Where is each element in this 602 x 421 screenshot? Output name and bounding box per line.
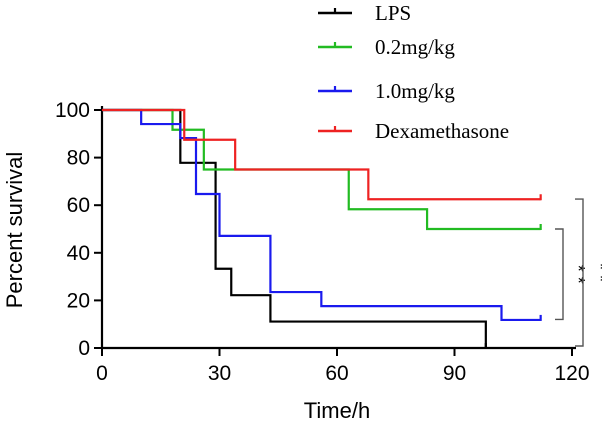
significance-label-0: * *	[568, 265, 588, 284]
y-axis-title: Percent survival	[2, 152, 27, 309]
y-tick-label-60: 60	[67, 194, 90, 217]
legend-label-0: LPS	[375, 1, 411, 25]
legend: LPS 0.2mg/kg 1.0mg/kg Dexamethasone	[318, 1, 509, 143]
series-line-3	[102, 108, 541, 201]
series-line-0	[102, 108, 487, 348]
y-tick-label-20: 20	[67, 289, 90, 312]
significance-label-1: * *	[590, 263, 602, 282]
x-tick-label-120: 120	[554, 362, 589, 385]
significance-bracket-0	[555, 228, 564, 321]
x-tick-label-30: 30	[208, 362, 231, 385]
significance-annotations: * ** *	[555, 198, 602, 347]
y-tick-label-40: 40	[67, 242, 90, 265]
legend-label-1: 0.2mg/kg	[375, 35, 455, 59]
significance-bracket-1	[575, 198, 584, 347]
x-tick-label-60: 60	[325, 362, 348, 385]
series-line-2	[102, 108, 541, 322]
y-tick-label-80: 80	[67, 147, 90, 170]
axes: 0 20 40 60 80 100 0 30 60 90 120	[55, 99, 590, 385]
legend-label-3: Dexamethasone	[375, 119, 509, 143]
series-lines	[102, 108, 542, 349]
legend-label-2: 1.0mg/kg	[375, 79, 455, 103]
x-tick-label-0: 0	[96, 362, 108, 385]
y-tick-label-0: 0	[78, 337, 90, 360]
x-axis-title: Time/h	[304, 398, 370, 421]
x-tick-label-90: 90	[443, 362, 466, 385]
y-tick-label-100: 100	[55, 99, 90, 122]
